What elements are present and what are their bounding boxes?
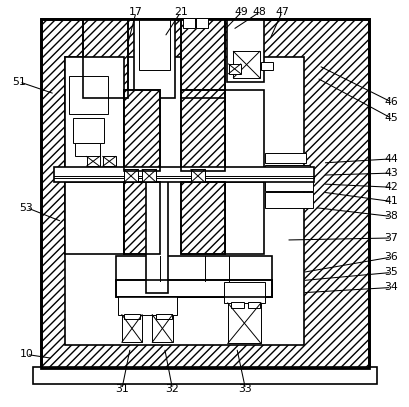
Bar bbox=[225, 90, 263, 171]
Bar bbox=[65, 57, 303, 346]
Bar bbox=[115, 280, 271, 297]
Bar bbox=[40, 19, 369, 368]
Bar bbox=[180, 90, 225, 171]
Bar bbox=[124, 90, 160, 171]
Text: 51: 51 bbox=[12, 77, 26, 87]
Bar bbox=[180, 19, 225, 98]
Bar bbox=[261, 61, 272, 70]
Bar bbox=[182, 18, 194, 28]
Text: 49: 49 bbox=[234, 7, 248, 17]
Text: 36: 36 bbox=[384, 252, 398, 262]
Text: 44: 44 bbox=[384, 154, 398, 164]
Bar bbox=[103, 156, 115, 166]
Bar bbox=[40, 19, 369, 368]
Bar bbox=[231, 302, 243, 308]
Text: 17: 17 bbox=[129, 7, 143, 17]
Bar bbox=[142, 169, 156, 182]
Text: 32: 32 bbox=[165, 384, 179, 394]
Text: 37: 37 bbox=[384, 233, 398, 243]
Bar bbox=[180, 182, 225, 254]
Bar bbox=[65, 57, 124, 171]
Bar bbox=[124, 314, 140, 319]
Bar bbox=[73, 118, 103, 143]
Bar bbox=[121, 315, 142, 342]
Bar bbox=[117, 295, 176, 315]
Bar bbox=[224, 282, 264, 303]
Bar bbox=[124, 182, 160, 254]
Text: 33: 33 bbox=[238, 384, 252, 394]
Bar bbox=[152, 315, 172, 342]
Text: 46: 46 bbox=[384, 97, 398, 107]
Bar bbox=[65, 182, 124, 254]
Text: 42: 42 bbox=[384, 182, 398, 192]
Text: 41: 41 bbox=[384, 197, 398, 206]
Bar bbox=[264, 165, 309, 175]
Bar bbox=[180, 90, 225, 171]
Bar bbox=[233, 51, 259, 78]
Text: 21: 21 bbox=[173, 7, 187, 17]
Bar bbox=[227, 19, 263, 82]
Bar bbox=[83, 19, 128, 98]
Text: 10: 10 bbox=[20, 349, 34, 359]
Bar bbox=[180, 19, 225, 98]
Bar bbox=[33, 367, 376, 384]
Bar bbox=[86, 156, 99, 166]
Bar bbox=[228, 64, 240, 74]
Text: 47: 47 bbox=[274, 7, 288, 17]
Bar bbox=[115, 280, 271, 297]
Bar bbox=[227, 303, 261, 344]
Text: 34: 34 bbox=[384, 282, 398, 293]
Bar bbox=[124, 169, 138, 182]
Text: 45: 45 bbox=[384, 113, 398, 123]
Bar bbox=[69, 76, 108, 114]
Text: 43: 43 bbox=[384, 168, 398, 178]
Bar bbox=[146, 173, 168, 293]
Bar bbox=[264, 176, 312, 191]
Bar bbox=[180, 182, 225, 254]
Bar bbox=[115, 256, 271, 280]
Text: 38: 38 bbox=[384, 212, 398, 221]
Bar bbox=[196, 18, 208, 28]
Bar bbox=[190, 169, 204, 182]
Bar bbox=[139, 19, 169, 70]
Bar bbox=[225, 182, 263, 254]
Bar bbox=[115, 280, 271, 297]
Bar bbox=[124, 182, 160, 254]
Bar bbox=[247, 302, 259, 308]
Bar bbox=[264, 153, 305, 163]
Text: 31: 31 bbox=[115, 384, 128, 394]
Bar bbox=[134, 19, 174, 98]
Text: 35: 35 bbox=[384, 267, 398, 278]
Bar bbox=[83, 19, 128, 98]
Text: 48: 48 bbox=[252, 7, 266, 17]
Text: 53: 53 bbox=[20, 203, 33, 212]
Bar bbox=[54, 167, 313, 182]
Bar bbox=[75, 144, 99, 155]
Bar bbox=[264, 192, 312, 208]
Bar bbox=[124, 90, 160, 171]
Bar bbox=[155, 314, 171, 319]
